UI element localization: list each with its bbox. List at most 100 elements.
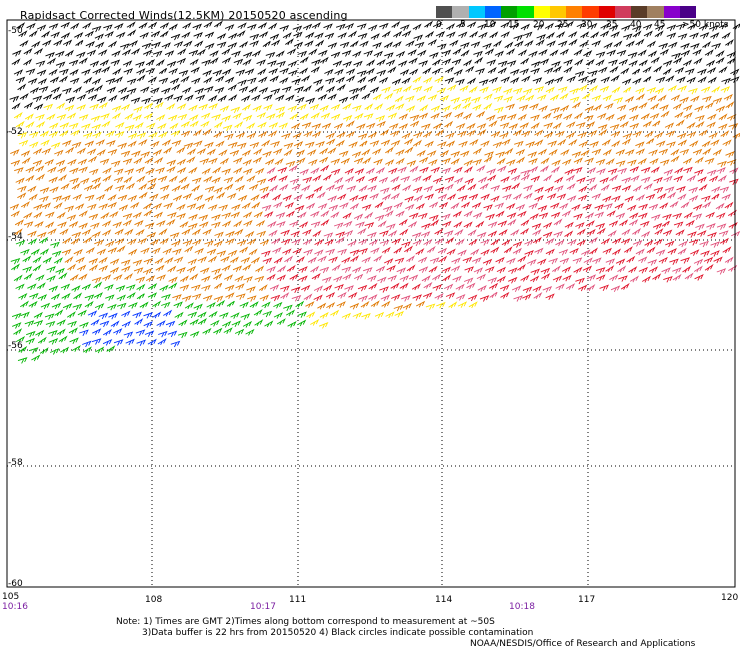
wind-barb <box>504 147 514 155</box>
wind-barb <box>156 220 166 227</box>
wind-barb <box>188 104 198 112</box>
wind-barb <box>42 39 52 47</box>
wind-barb <box>483 204 493 211</box>
wind-barb <box>560 104 570 112</box>
wind-barb <box>257 121 267 129</box>
wind-barb <box>464 177 475 185</box>
wind-barb <box>423 238 433 246</box>
wind-barb <box>600 184 610 192</box>
wind-barb <box>23 221 34 228</box>
wind-barb <box>52 93 62 101</box>
wind-barb <box>453 166 463 174</box>
wind-barb <box>59 68 69 76</box>
wind-barb <box>24 320 35 327</box>
wind-barb <box>46 113 56 121</box>
wind-barb <box>83 184 94 192</box>
wind-barb <box>436 301 446 309</box>
wind-barb <box>151 247 161 255</box>
wind-barb <box>23 211 33 219</box>
wind-barb <box>423 185 434 193</box>
wind-barb <box>490 131 501 138</box>
wind-barb <box>412 239 423 247</box>
wind-barb <box>20 150 31 157</box>
wind-barb <box>485 266 495 273</box>
wind-barb <box>375 115 386 122</box>
wind-barb <box>390 175 400 183</box>
wind-barb <box>156 274 166 281</box>
wind-barb <box>19 93 29 100</box>
wind-barb <box>455 238 465 246</box>
wind-barb <box>98 101 108 109</box>
wind-barb <box>77 309 87 317</box>
wind-barb <box>335 236 345 244</box>
wind-barb <box>583 257 593 265</box>
wind-barb <box>155 264 165 272</box>
wind-barb <box>545 78 555 86</box>
wind-barb <box>424 20 434 28</box>
wind-barb <box>534 139 544 147</box>
wind-barb <box>77 264 87 272</box>
wind-barb <box>573 213 583 220</box>
wind-barb <box>515 203 526 211</box>
wind-barb <box>608 59 618 67</box>
wind-barb <box>176 203 186 211</box>
wind-barb <box>458 31 468 39</box>
wind-barb <box>687 23 697 31</box>
wind-barb <box>216 191 226 199</box>
wind-barb <box>37 336 47 344</box>
wind-barb <box>645 193 656 201</box>
wind-barb <box>406 264 416 272</box>
wind-barb <box>319 266 330 274</box>
wind-barb <box>380 294 390 302</box>
wind-barb <box>181 228 191 236</box>
wind-barb <box>501 138 511 146</box>
wind-barb <box>208 310 218 318</box>
wind-barb <box>423 281 433 289</box>
wind-barb <box>710 241 721 248</box>
wind-barb <box>158 131 168 139</box>
wind-barb <box>238 86 249 93</box>
wind-barb <box>134 220 144 227</box>
wind-barb <box>188 166 198 174</box>
wind-barb <box>380 187 390 194</box>
wind-barb <box>625 40 635 48</box>
wind-barb <box>421 275 431 283</box>
wind-barb <box>437 141 447 148</box>
wind-barb <box>616 49 627 57</box>
wind-barb <box>28 78 38 85</box>
wind-barb <box>427 150 437 157</box>
wind-barb <box>426 245 436 253</box>
wind-barb <box>188 222 198 230</box>
wind-barb <box>120 94 130 101</box>
wind-barb <box>113 176 124 184</box>
wind-barb <box>724 256 734 264</box>
wind-barb <box>358 238 368 246</box>
wind-barb <box>456 184 466 192</box>
wind-barb <box>39 195 49 203</box>
wind-barb <box>29 292 39 300</box>
wind-barb <box>181 130 191 138</box>
wind-barb <box>409 212 419 220</box>
wind-barb <box>243 51 253 59</box>
wind-barb <box>213 327 223 335</box>
wind-barb <box>319 147 329 155</box>
wind-barb <box>82 346 92 354</box>
wind-barb <box>376 265 386 273</box>
wind-barb <box>276 220 286 228</box>
wind-barb <box>242 58 252 66</box>
wind-barb <box>256 112 267 119</box>
wind-barb <box>473 267 484 274</box>
wind-barb <box>177 48 187 56</box>
legend-label-0: 0 <box>436 20 442 30</box>
wind-barb <box>553 218 563 226</box>
wind-barb <box>493 95 504 102</box>
wind-barb <box>168 114 178 122</box>
wind-barb <box>342 60 353 68</box>
wind-barb <box>336 131 346 139</box>
wind-barb <box>28 347 39 354</box>
wind-barb <box>713 256 723 264</box>
wind-barb <box>247 238 257 246</box>
wind-barb <box>367 185 377 192</box>
wind-barb <box>214 20 223 28</box>
wind-barb <box>622 132 633 140</box>
